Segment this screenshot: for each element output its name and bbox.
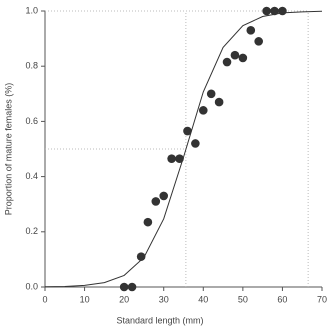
data-point (206, 89, 216, 99)
x-tick-label: 10 (80, 294, 90, 304)
data-point (262, 6, 271, 16)
data-point (238, 53, 248, 63)
data-point (167, 154, 176, 163)
data-point (214, 97, 224, 107)
x-tick-label: 30 (159, 294, 169, 304)
x-tick-label: 40 (198, 294, 208, 304)
data-point (230, 50, 240, 60)
y-tick-label: 0.6 (25, 116, 38, 126)
data-point (175, 154, 184, 163)
x-tick-label: 0 (42, 294, 47, 304)
data-point (183, 126, 192, 136)
x-tick-label: 50 (238, 294, 248, 304)
data-point (143, 217, 153, 227)
data-point (254, 37, 263, 46)
y-tick-label: 0.4 (25, 171, 38, 181)
x-tick-label: 60 (277, 294, 287, 304)
x-axis-label: Standard length (mm) (116, 315, 203, 325)
data-point (159, 191, 169, 201)
y-tick-label: 0.2 (25, 226, 38, 236)
y-tick-label: 0.8 (25, 61, 38, 71)
data-point (270, 6, 279, 16)
data-point (127, 282, 137, 292)
y-axis-label: Proportion of mature females (%) (3, 83, 13, 216)
data-point (191, 139, 200, 148)
data-point (151, 197, 161, 206)
y-tick-label: 1.0 (25, 5, 38, 15)
data-point (198, 106, 208, 115)
data-point (119, 282, 129, 292)
data-point (136, 252, 146, 261)
x-tick-label: 20 (119, 294, 129, 304)
x-tick-label: 70 (317, 294, 327, 304)
data-point (222, 57, 232, 67)
data-point (246, 26, 256, 35)
data-point (278, 6, 287, 16)
y-tick-label: 0.0 (25, 281, 38, 291)
